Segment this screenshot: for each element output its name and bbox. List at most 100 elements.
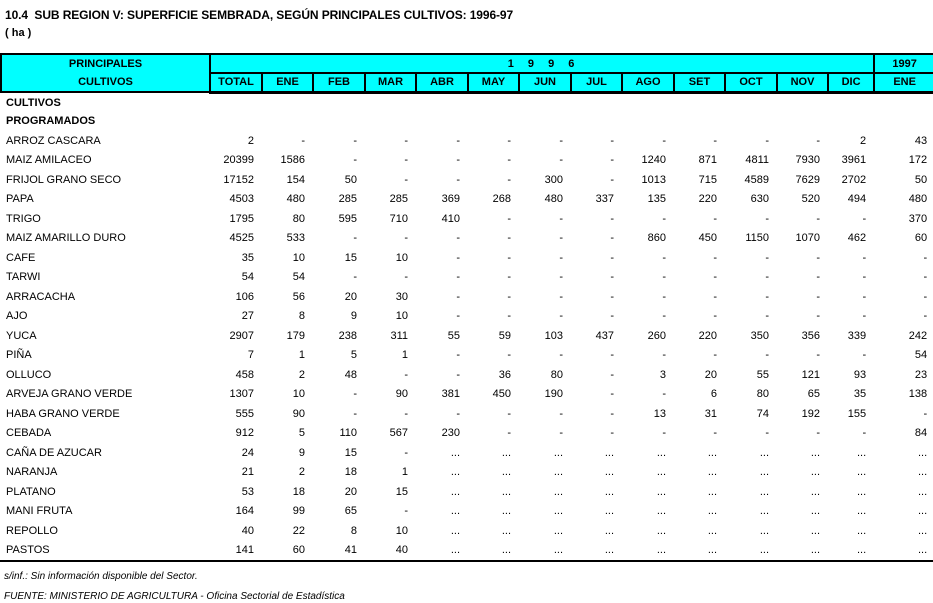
value-cell: - <box>765 271 769 284</box>
value-cell: ... <box>553 524 563 537</box>
value-cell: 2 <box>298 368 305 381</box>
value-cell: ... <box>604 524 614 537</box>
value-cell: - <box>765 349 769 362</box>
value-cell: - <box>765 134 769 147</box>
value-cell: ... <box>810 485 820 498</box>
value-cell: 630 <box>750 193 769 206</box>
value-cell: ... <box>856 544 867 557</box>
value-cell: 260 <box>647 329 666 342</box>
value-cell: - <box>923 251 928 264</box>
value-cell: - <box>456 134 460 147</box>
value-cell: 268 <box>492 193 511 206</box>
crop-label: ARVEJA GRANO VERDE <box>6 388 133 401</box>
value-cell: - <box>559 232 563 245</box>
value-cell: 31 <box>704 407 717 420</box>
value-cell: - <box>610 407 614 420</box>
value-cell: - <box>559 349 563 362</box>
value-cell: - <box>507 212 511 225</box>
crop-label: TARWI <box>6 271 41 284</box>
value-cell: 23 <box>914 368 928 381</box>
value-cell: - <box>610 271 614 284</box>
page-title: 10.4 SUB REGION V: SUPERFICIE SEMBRADA, … <box>5 8 514 22</box>
value-cell: 10 <box>292 388 305 401</box>
value-cell: 715 <box>698 173 717 186</box>
value-cell: 4525 <box>229 232 254 245</box>
value-cell: 450 <box>492 388 511 401</box>
value-cell: - <box>456 271 460 284</box>
value-cell: 24 <box>241 446 254 459</box>
value-cell: 50 <box>344 173 357 186</box>
value-cell: 1013 <box>641 173 666 186</box>
value-cell: 40 <box>395 544 408 557</box>
value-cell: - <box>456 251 460 264</box>
value-cell: ... <box>810 544 820 557</box>
value-cell: 30 <box>395 290 408 303</box>
crop-label: CAÑA DE AZUCAR <box>6 446 102 459</box>
section-row-cultivos: CULTIVOS <box>1 92 933 112</box>
value-cell: ... <box>707 544 717 557</box>
value-cell: 5 <box>350 349 357 362</box>
value-cell: 555 <box>235 407 254 420</box>
value-cell: ... <box>856 505 867 518</box>
value-cell: - <box>923 290 928 303</box>
value-cell: ... <box>917 505 928 518</box>
value-cell: ... <box>450 544 460 557</box>
value-cell: - <box>662 310 666 323</box>
value-cell: - <box>610 154 614 167</box>
value-cell: ... <box>707 505 717 518</box>
value-cell: - <box>713 251 717 264</box>
value-cell: - <box>816 427 820 440</box>
value-cell: 179 <box>286 329 305 342</box>
table-row: HABA GRANO VERDE 555 90 - - - - - - 13 31 74 192 155 - <box>1 404 933 424</box>
table-row: FRIJOL GRANO SECO 17152 154 50 - - - 300 - 1013 71… <box>1 170 933 190</box>
value-cell: ... <box>450 485 460 498</box>
value-cell: 54 <box>241 271 254 284</box>
value-cell: ... <box>450 466 460 479</box>
crop-label: ARRACACHA <box>6 290 76 303</box>
value-cell: - <box>662 349 666 362</box>
value-cell: - <box>559 427 563 440</box>
value-cell: 56 <box>292 290 305 303</box>
column-header-jul: JUL <box>570 72 623 94</box>
table-row: CAÑA DE AZUCAR 24 9 15 -....................… <box>1 443 933 463</box>
value-cell: 41 <box>344 544 357 557</box>
value-cell: - <box>662 134 666 147</box>
value-cell: 190 <box>544 388 563 401</box>
value-cell: 370 <box>908 212 928 225</box>
value-cell: ... <box>553 466 563 479</box>
table-row: TARWI 54 54 - - - - - - - - - - - - <box>1 268 933 288</box>
superficie-sembrada-table: PRINCIPALES CULTIVOS 1 9 9 6 1997 TOTAL E… <box>0 53 933 560</box>
table-row: ARROZ CASCARA 2 - - - - - - - - - - - 2 43 <box>1 131 933 151</box>
value-cell: ... <box>917 446 928 459</box>
value-cell: - <box>765 212 769 225</box>
column-header-feb: FEB <box>312 72 366 94</box>
value-cell: ... <box>604 544 614 557</box>
value-cell: - <box>404 173 408 186</box>
value-cell: 35 <box>853 388 867 401</box>
value-cell: 135 <box>647 193 666 206</box>
value-cell: 1 <box>401 466 408 479</box>
value-cell: ... <box>553 485 563 498</box>
value-cell: 20399 <box>223 154 254 167</box>
value-cell: 192 <box>801 407 820 420</box>
value-cell: ... <box>759 544 769 557</box>
crop-label: MAIZ AMARILLO DURO <box>6 232 126 245</box>
value-cell: ... <box>501 505 511 518</box>
table-bottom-rule <box>0 560 933 562</box>
value-cell: 141 <box>235 544 254 557</box>
value-cell: 7 <box>247 349 254 362</box>
value-cell: ... <box>759 466 769 479</box>
value-cell: - <box>404 407 408 420</box>
value-cell: 172 <box>908 154 928 167</box>
value-cell: 50 <box>914 173 928 186</box>
value-cell: 65 <box>344 505 357 518</box>
value-cell: 2702 <box>841 173 867 186</box>
value-cell: 22 <box>292 524 305 537</box>
value-cell: - <box>610 232 614 245</box>
table-row: MAIZ AMILACEO 20399 1586 - - - - - - 1240 871 4811 7… <box>1 151 933 171</box>
value-cell: - <box>713 349 717 362</box>
value-cell: ... <box>604 466 614 479</box>
value-cell: 7629 <box>795 173 820 186</box>
value-cell: 10 <box>395 524 408 537</box>
value-cell: - <box>353 388 357 401</box>
